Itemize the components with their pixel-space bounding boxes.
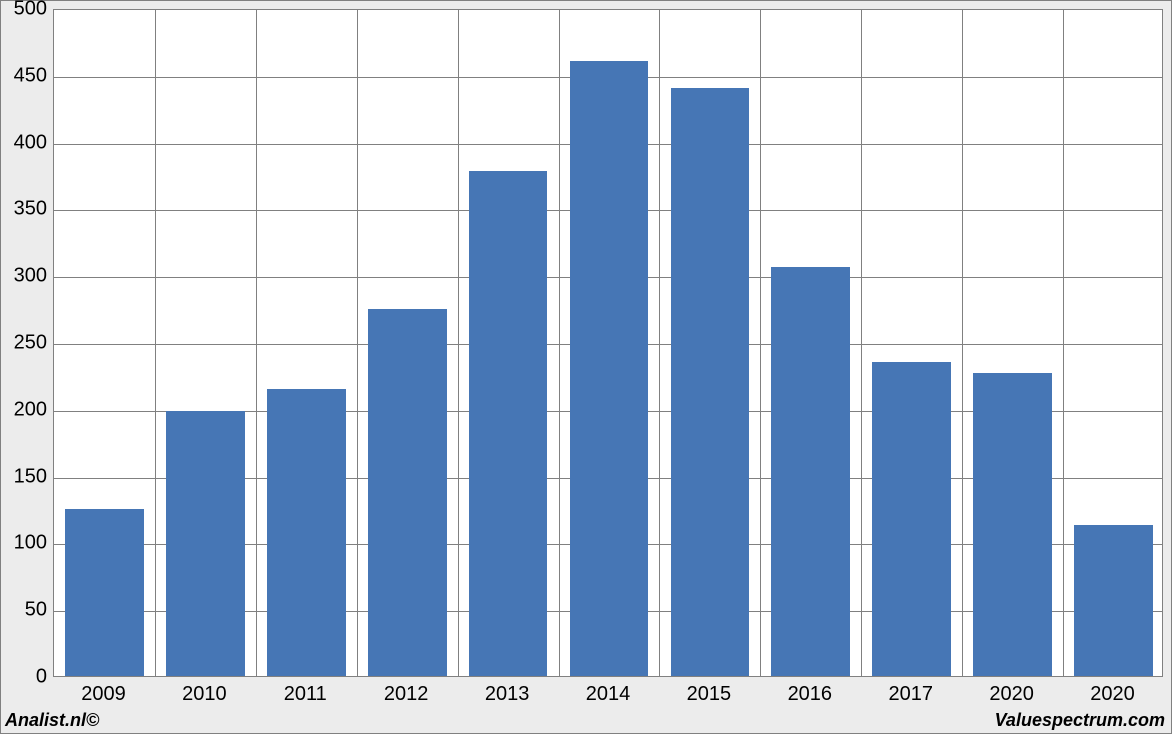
- footer-left-credit: Analist.nl©: [5, 710, 99, 731]
- x-tick-label: 2020: [989, 683, 1034, 706]
- x-tick-label: 2014: [586, 683, 631, 706]
- x-tick-label: 2016: [788, 683, 833, 706]
- y-tick-label: 400: [1, 131, 47, 154]
- bar: [973, 373, 1052, 676]
- bar: [1074, 525, 1153, 676]
- y-tick-label: 350: [1, 198, 47, 221]
- y-tick-label: 500: [1, 0, 47, 21]
- grid-line-vertical: [659, 10, 660, 676]
- grid-line-vertical: [256, 10, 257, 676]
- x-tick-label: 2013: [485, 683, 530, 706]
- grid-line-vertical: [155, 10, 156, 676]
- grid-line-vertical: [559, 10, 560, 676]
- bar: [166, 411, 245, 676]
- bar: [469, 171, 548, 676]
- chart-plot-area: [53, 9, 1163, 677]
- y-tick-label: 250: [1, 332, 47, 355]
- x-tick-label: 2012: [384, 683, 429, 706]
- grid-line-vertical: [861, 10, 862, 676]
- bar: [570, 61, 649, 676]
- bar: [65, 509, 144, 676]
- bar: [671, 88, 750, 676]
- chart-outer-frame: 0 50 100 150 200 250 300 350 400 450 500 2009 2010 2…: [0, 0, 1172, 734]
- x-tick-label: 2011: [284, 683, 327, 706]
- grid-line-vertical: [962, 10, 963, 676]
- x-tick-label: 2020: [1090, 683, 1135, 706]
- bar: [368, 309, 447, 676]
- bar: [872, 362, 951, 676]
- bar: [267, 389, 346, 676]
- y-tick-label: 50: [1, 599, 47, 622]
- y-tick-label: 150: [1, 465, 47, 488]
- grid-line-vertical: [760, 10, 761, 676]
- x-tick-label: 2017: [888, 683, 933, 706]
- grid-line-vertical: [357, 10, 358, 676]
- x-tick-label: 2009: [81, 683, 126, 706]
- grid-line-vertical: [1063, 10, 1064, 676]
- y-tick-label: 300: [1, 265, 47, 288]
- y-tick-label: 100: [1, 532, 47, 555]
- footer-right-credit: Valuespectrum.com: [995, 710, 1165, 731]
- y-tick-label: 450: [1, 64, 47, 87]
- bar: [771, 267, 850, 676]
- y-tick-label: 0: [1, 666, 47, 689]
- x-tick-label: 2010: [182, 683, 227, 706]
- grid-line-vertical: [458, 10, 459, 676]
- x-tick-label: 2015: [687, 683, 732, 706]
- y-tick-label: 200: [1, 398, 47, 421]
